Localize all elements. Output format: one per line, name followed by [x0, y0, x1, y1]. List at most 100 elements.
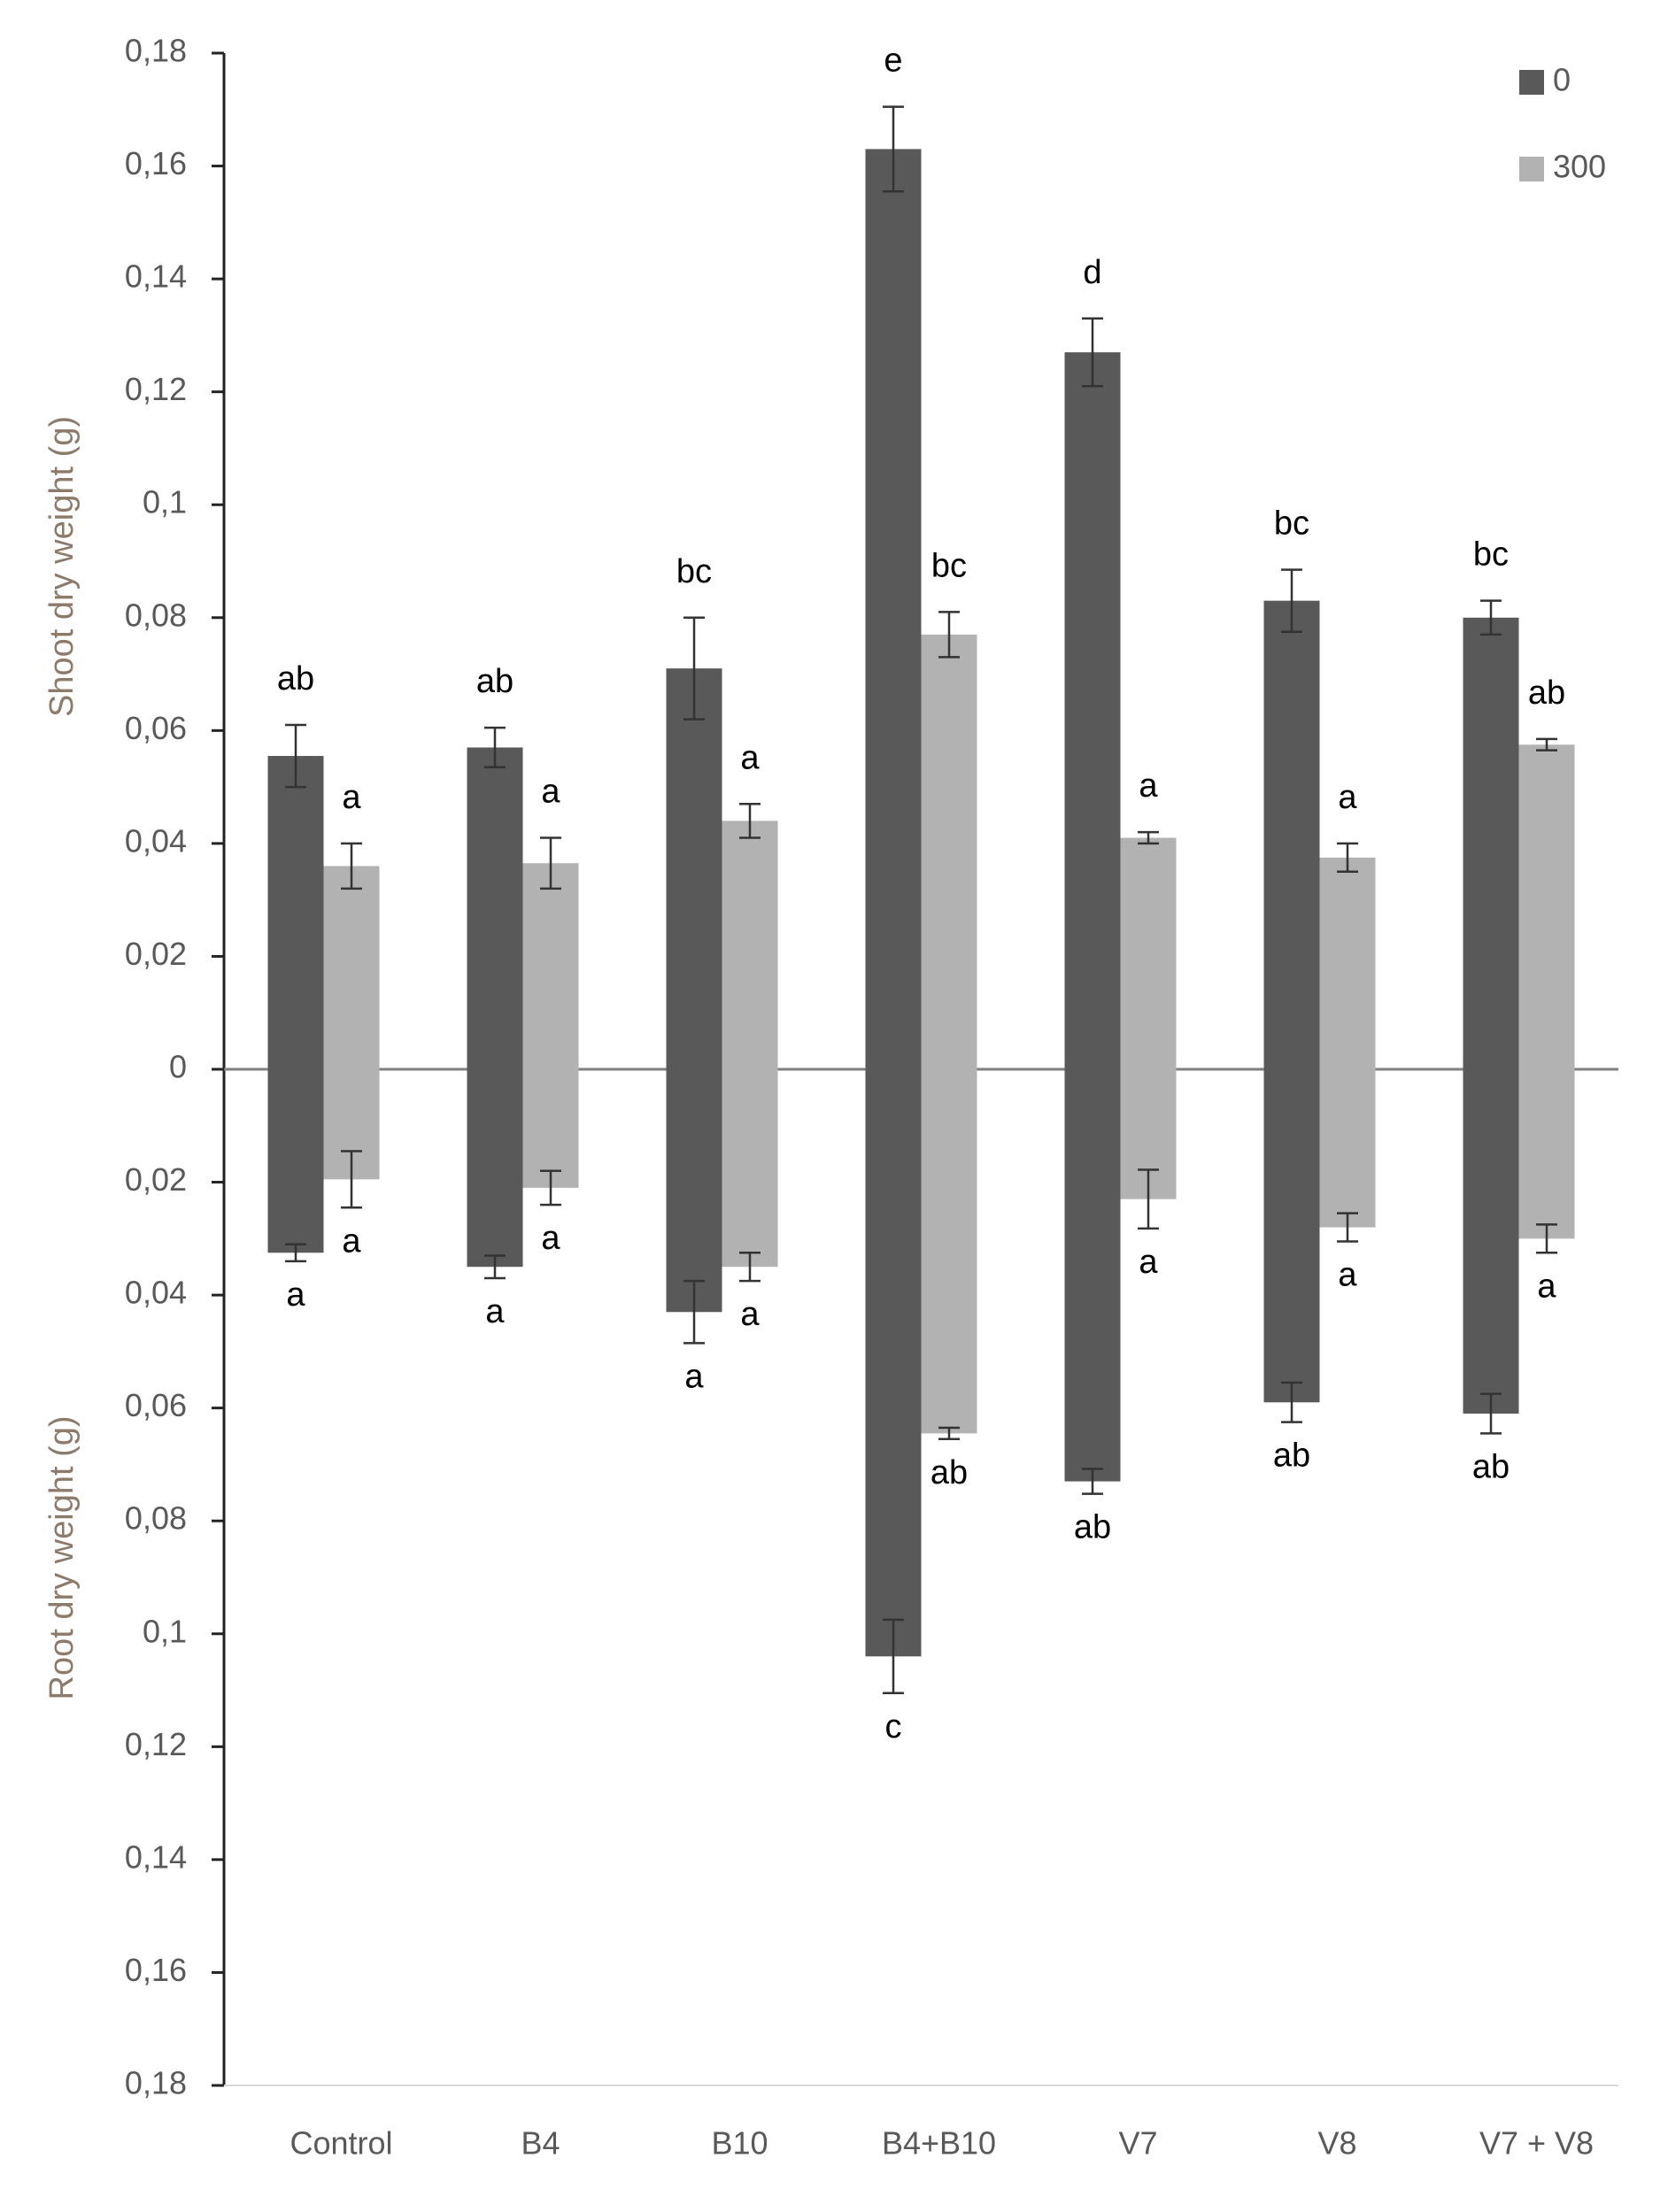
- error-bar: [341, 1150, 362, 1209]
- bar: [1064, 1069, 1121, 1482]
- x-tick-label: V7 + V8: [1479, 2125, 1594, 2162]
- bar: [865, 1069, 922, 1657]
- error-bar: [1138, 830, 1159, 845]
- y-tick-label: 0: [169, 1049, 187, 1085]
- bar: [1463, 617, 1519, 1069]
- significance-letter: a: [1139, 1244, 1158, 1281]
- bar: [267, 1069, 324, 1253]
- error-bar: [1480, 599, 1502, 636]
- error-bar: [1536, 1223, 1557, 1254]
- y-tick-label: 0,06: [125, 1387, 187, 1423]
- y-tick-label: 0,08: [125, 597, 187, 633]
- error-bar: [938, 611, 960, 659]
- significance-letter: ab: [476, 663, 514, 700]
- significance-letter: bc: [931, 547, 967, 584]
- error-bar: [484, 726, 506, 769]
- significance-letter: e: [884, 42, 902, 80]
- significance-letter: a: [740, 1296, 760, 1333]
- x-tick-label: Control: [290, 2125, 392, 2162]
- significance-letter: ab: [1273, 1437, 1310, 1475]
- significance-letter: bc: [676, 553, 712, 590]
- y-tick-label: 0,02: [125, 1161, 187, 1198]
- bar: [1319, 1069, 1376, 1228]
- error-bar: [1082, 1468, 1103, 1495]
- y-tick-label: 0,1: [143, 484, 187, 520]
- x-tick-label: B4+B10: [882, 2125, 996, 2162]
- error-bar: [739, 1252, 761, 1283]
- significance-letter: a: [286, 1276, 305, 1314]
- error-bar: [739, 802, 761, 839]
- error-bar: [683, 616, 705, 721]
- error-bar: [285, 723, 306, 789]
- significance-letter: a: [342, 779, 361, 816]
- bar: [722, 821, 778, 1069]
- legend-label: 300: [1553, 149, 1606, 185]
- bar: [865, 149, 922, 1069]
- significance-letter: ab: [1528, 674, 1565, 712]
- error-bar: [540, 836, 561, 890]
- bar: [467, 747, 523, 1069]
- legend-label: 0: [1553, 62, 1571, 98]
- significance-letter: a: [1338, 779, 1357, 816]
- significance-letter: ab: [1074, 1509, 1111, 1546]
- bar: [1319, 857, 1376, 1069]
- y-tick-label: 0,12: [125, 1726, 187, 1762]
- y-tick-label: 0,04: [125, 1275, 187, 1311]
- y-axis-title-root: Root dry weight (g): [43, 1415, 81, 1699]
- bar: [666, 668, 722, 1069]
- bar: [467, 1069, 523, 1268]
- significance-letter: a: [1338, 1257, 1357, 1294]
- bar: [522, 1069, 579, 1188]
- y-tick-label: 0,14: [125, 258, 187, 295]
- x-tick-label: V8: [1317, 2125, 1356, 2162]
- error-bar: [1337, 1212, 1358, 1243]
- error-bar: [1337, 842, 1358, 874]
- y-tick-label: 0,18: [125, 2065, 187, 2101]
- bar: [921, 634, 977, 1069]
- legend-swatch: [1519, 157, 1544, 181]
- significance-letter: a: [1537, 1268, 1556, 1305]
- y-tick-label: 0,18: [125, 33, 187, 69]
- bar: [1263, 600, 1320, 1069]
- error-bar: [484, 1254, 506, 1280]
- error-bar: [1281, 568, 1302, 633]
- error-bar: [1536, 737, 1557, 751]
- error-bar: [285, 1243, 306, 1263]
- error-bar: [883, 1618, 904, 1694]
- y-tick-label: 0,02: [125, 936, 187, 972]
- bar: [1463, 1069, 1519, 1414]
- y-tick-label: 0,06: [125, 710, 187, 746]
- significance-letter: d: [1083, 254, 1101, 291]
- error-bar: [341, 842, 362, 890]
- x-tick-label: V7: [1118, 2125, 1157, 2162]
- significance-letter: a: [684, 1358, 704, 1395]
- error-bar: [1281, 1381, 1302, 1423]
- significance-letter: bc: [1473, 536, 1509, 574]
- bar: [1064, 352, 1121, 1069]
- y-tick-label: 0,04: [125, 822, 187, 859]
- bar: [323, 866, 380, 1069]
- significance-letter: bc: [1274, 505, 1309, 543]
- legend-swatch: [1519, 70, 1544, 95]
- error-bar: [1480, 1392, 1502, 1435]
- y-tick-label: 0,08: [125, 1500, 187, 1537]
- significance-letter: a: [1139, 767, 1158, 805]
- bar: [666, 1069, 722, 1313]
- error-bar: [540, 1169, 561, 1206]
- error-bar: [1138, 1168, 1159, 1230]
- y-tick-label: 0,12: [125, 371, 187, 407]
- bar: [1263, 1069, 1320, 1403]
- bar: [522, 863, 579, 1069]
- bar: [1120, 837, 1177, 1069]
- significance-letter: a: [541, 1220, 560, 1257]
- significance-letter: a: [342, 1222, 361, 1260]
- x-tick-label: B10: [711, 2125, 768, 2162]
- significance-letter: a: [541, 774, 560, 811]
- y-tick-label: 0,16: [125, 1952, 187, 1988]
- significance-letter: a: [485, 1293, 505, 1330]
- error-bar: [883, 105, 904, 193]
- significance-letter: c: [885, 1708, 902, 1746]
- y-tick-label: 0,16: [125, 145, 187, 181]
- bar: [921, 1069, 977, 1434]
